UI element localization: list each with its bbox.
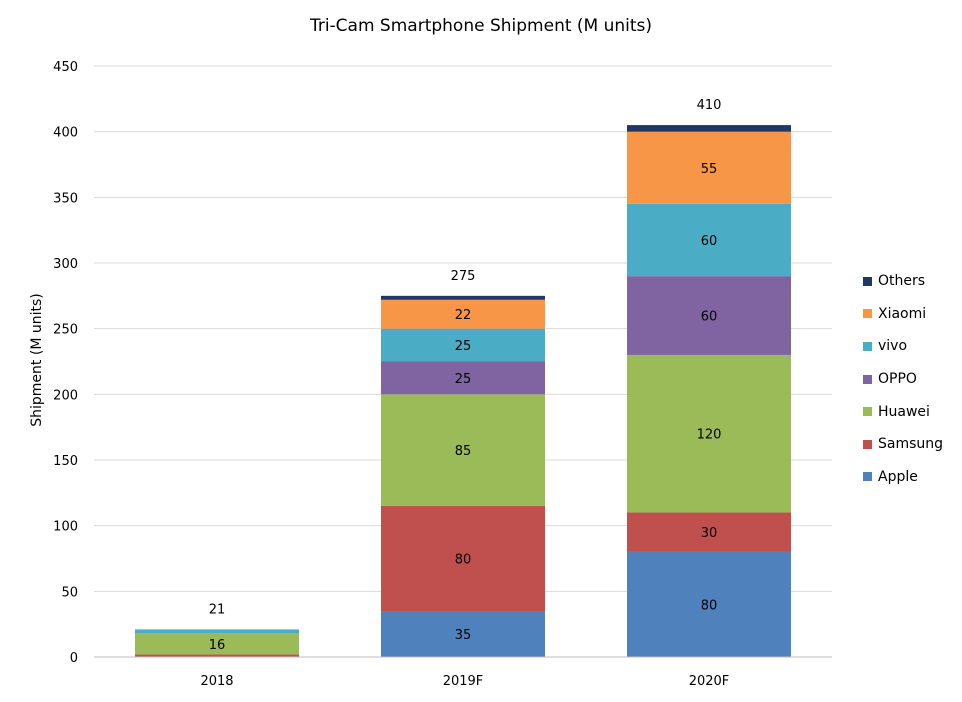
total-label: 410 <box>697 98 722 113</box>
legend-swatch <box>863 276 872 286</box>
data-label: 22 <box>455 308 472 323</box>
legend-item-oppo: OPPO <box>863 363 943 396</box>
data-label: 25 <box>455 372 472 387</box>
bar-segment-xiaomi <box>627 131 791 204</box>
total-label: 21 <box>209 602 226 617</box>
bar-segment-others <box>381 295 545 300</box>
legend-item-huawei: Huawei <box>863 395 943 428</box>
legend-swatch <box>863 472 872 482</box>
legend-label: Others <box>878 273 926 290</box>
legend-label: OPPO <box>878 371 917 388</box>
x-tick-label: 2020F <box>689 674 730 689</box>
x-tick-label: 2019F <box>443 674 484 689</box>
bar-segment-xiaomi <box>381 299 545 329</box>
legend: Others Xiaomi vivo OPPO Huawei Samsung Apple <box>863 265 943 493</box>
legend-swatch <box>863 407 872 417</box>
legend-label: Samsung <box>878 436 944 453</box>
legend-swatch <box>863 309 872 319</box>
bar-segment-oppo <box>381 361 545 395</box>
legend-item-samsung: Samsung <box>863 428 943 461</box>
x-tick-label: 2018 <box>200 674 233 689</box>
bar-segment-vivo <box>135 629 299 634</box>
legend-swatch <box>863 341 872 351</box>
data-label: 60 <box>701 310 718 325</box>
data-label: 120 <box>697 428 722 443</box>
y-tick-label: 0 <box>70 651 78 666</box>
bar-segment-samsung <box>627 512 791 552</box>
bar-segment-apple <box>381 611 545 657</box>
data-label: 16 <box>209 638 226 653</box>
y-tick-label: 400 <box>53 126 78 141</box>
legend-label: vivo <box>878 338 908 355</box>
data-label: 80 <box>455 553 472 568</box>
bar-segment-vivo <box>381 328 545 362</box>
y-tick-label: 200 <box>53 388 78 403</box>
legend-item-others: Others <box>863 265 943 298</box>
total-label: 275 <box>451 269 476 284</box>
bar-segment-vivo <box>627 203 791 277</box>
legend-item-vivo: vivo <box>863 330 943 363</box>
y-tick-label: 250 <box>53 323 78 338</box>
data-label: 25 <box>455 339 472 354</box>
y-tick-label: 450 <box>53 60 78 75</box>
bar-segment-huawei <box>381 394 545 506</box>
data-label: 55 <box>701 162 718 177</box>
data-label: 80 <box>701 598 718 613</box>
data-label: 30 <box>701 526 718 541</box>
legend-item-xiaomi: Xiaomi <box>863 298 943 331</box>
legend-label: Xiaomi <box>878 305 927 322</box>
legend-label: Huawei <box>878 403 930 420</box>
data-label: 35 <box>455 628 472 643</box>
y-tick-label: 50 <box>61 585 78 600</box>
bar-segment-huawei <box>627 354 791 513</box>
bar-segment-oppo <box>627 276 791 355</box>
legend-item-apple: Apple <box>863 461 943 494</box>
chart-title: Tri-Cam Smartphone Shipment (M units) <box>309 16 653 36</box>
legend-label: Apple <box>878 468 918 485</box>
data-label: 85 <box>455 444 472 459</box>
bar-segment-samsung <box>381 505 545 612</box>
y-tick-label: 300 <box>53 257 78 272</box>
legend-swatch <box>863 374 872 384</box>
y-tick-label: 100 <box>53 520 78 535</box>
bar-segment-apple <box>627 551 791 657</box>
y-tick-label: 350 <box>53 191 78 206</box>
legend-swatch <box>863 439 872 449</box>
data-label: 60 <box>701 234 718 249</box>
y-tick-label: 150 <box>53 454 78 469</box>
bar-segment-huawei <box>135 633 299 655</box>
bar-segment-others <box>627 125 791 132</box>
bar-segment-samsung <box>135 654 299 657</box>
